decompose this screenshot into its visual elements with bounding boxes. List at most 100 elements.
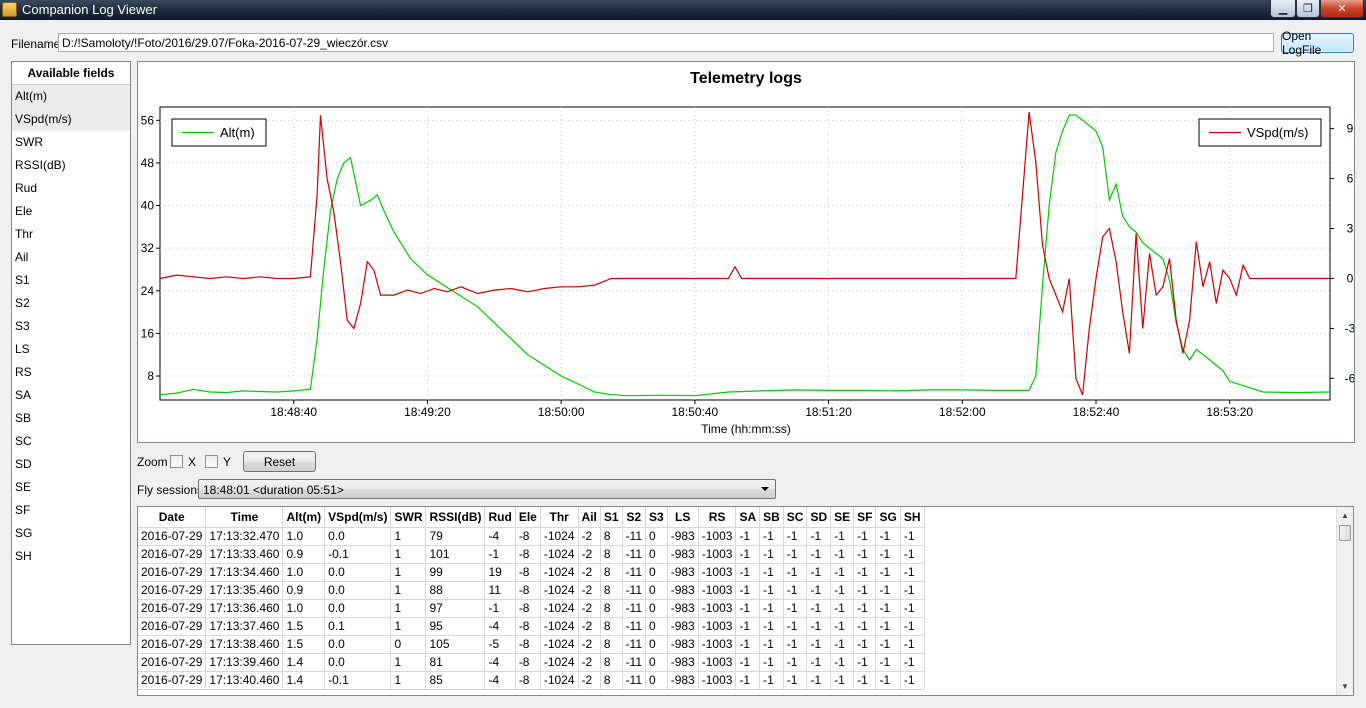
field-item[interactable]: S2 [15, 296, 30, 310]
table-cell: 1.4 [282, 671, 326, 690]
table-row[interactable]: 2016-07-29 17:13:38.460 1.5 0.0 0 105 -5 -8 -102… [138, 635, 925, 654]
scroll-up-icon[interactable]: ▲ [1341, 511, 1349, 520]
table-cell: -1024 [540, 545, 579, 564]
table-cell: -1003 [698, 671, 737, 690]
column-header[interactable]: Date [138, 507, 207, 528]
telemetry-chart[interactable]: Telemetry logs 18:48:40 18:49:20 18:50:00 18… [137, 61, 1355, 443]
maximize-button[interactable]: ❐ [1296, 0, 1320, 18]
scroll-thumb[interactable] [1339, 525, 1351, 541]
table-cell: 0.0 [324, 599, 392, 618]
table-cell: -1 [783, 653, 808, 672]
column-header[interactable]: SA [735, 507, 761, 528]
table-cell: 1.4 [282, 653, 326, 672]
field-item[interactable]: SG [15, 526, 33, 540]
field-item[interactable]: VSpd(m/s) [12, 108, 130, 131]
column-header[interactable]: RS [698, 507, 737, 528]
field-item[interactable]: SC [15, 434, 32, 448]
column-header[interactable]: Ele [515, 507, 541, 528]
table-row[interactable]: 2016-07-29 17:13:35.460 0.9 0.0 1 88 11 -8 -1024… [138, 581, 925, 600]
x-tick-label: 18:50:40 [671, 405, 718, 419]
field-item[interactable]: RSSI(dB) [15, 158, 66, 172]
table-cell: 0 [390, 635, 427, 654]
table-cell: -1003 [698, 635, 737, 654]
zoom-y-checkbox[interactable] [205, 455, 218, 468]
field-item[interactable]: RS [15, 365, 32, 379]
field-item[interactable]: SWR [15, 135, 43, 149]
filename-input[interactable] [58, 33, 1274, 52]
minimize-button[interactable]: ▁ [1270, 0, 1296, 18]
table-cell: -2 [578, 671, 601, 690]
field-item[interactable]: Alt(m) [12, 85, 130, 108]
plot-area [159, 106, 1331, 401]
table-cell: -11 [622, 599, 647, 618]
column-header[interactable]: SF [853, 507, 877, 528]
field-item[interactable]: S1 [15, 273, 30, 287]
table-row[interactable]: 2016-07-29 17:13:36.460 1.0 0.0 1 97 -1 -8 -1024… [138, 599, 925, 618]
column-header[interactable]: SD [806, 507, 832, 528]
table-cell: -1024 [540, 527, 579, 546]
log-table-panel[interactable]: Date Time Alt(m) VSpd(m/s) SWR RSSI(dB) Rud Ele… [137, 506, 1354, 696]
table-cell: -4 [484, 527, 516, 546]
column-header[interactable]: SG [875, 507, 901, 528]
column-header[interactable]: VSpd(m/s) [324, 507, 392, 528]
table-row[interactable]: 2016-07-29 17:13:37.460 1.5 0.1 1 95 -4 -8 -1024… [138, 617, 925, 636]
table-cell: -1 [759, 671, 784, 690]
column-header[interactable]: RSSI(dB) [425, 507, 486, 528]
field-item[interactable]: LS [15, 342, 30, 356]
close-button[interactable]: ✕ [1320, 0, 1364, 18]
field-item[interactable]: S3 [15, 319, 30, 333]
table-row[interactable]: 2016-07-29 17:13:40.460 1.4 -0.1 1 85 -4 -8 -102… [138, 671, 925, 690]
table-row[interactable]: 2016-07-29 17:13:33.460 0.9 -0.1 1 101 -1 -8 -10… [138, 545, 925, 564]
fly-sessions-select[interactable]: 18:48:01 <duration 05:51> [198, 479, 776, 499]
table-scrollbar[interactable]: ▲ ▼ [1336, 507, 1353, 695]
scroll-down-icon[interactable]: ▼ [1341, 682, 1349, 691]
available-fields-list[interactable]: Available fields Alt(m) VSpd(m/s) SWR RSSI(… [11, 61, 131, 645]
column-header[interactable]: S2 [622, 507, 647, 528]
table-cell: 0.0 [324, 581, 392, 600]
table-cell: -1 [875, 617, 901, 636]
field-item[interactable]: SF [15, 503, 31, 517]
column-header[interactable]: LS [667, 507, 699, 528]
open-logfile-button[interactable]: Open LogFile [1281, 29, 1354, 57]
column-header[interactable]: S1 [600, 507, 623, 528]
field-item[interactable]: SE [15, 480, 32, 494]
column-header[interactable]: SE [830, 507, 855, 528]
chart-title: Telemetry logs [690, 70, 802, 87]
field-item[interactable]: Ele [15, 204, 33, 218]
column-header[interactable]: Thr [540, 507, 579, 528]
table-cell: -11 [622, 653, 647, 672]
field-item[interactable]: SA [15, 388, 32, 402]
column-header[interactable]: SC [783, 507, 808, 528]
column-header[interactable]: SH [900, 507, 925, 528]
column-header[interactable]: S3 [645, 507, 668, 528]
reset-button[interactable]: Reset [243, 451, 316, 472]
column-header[interactable]: SB [759, 507, 784, 528]
column-header[interactable]: Ail [578, 507, 601, 528]
table-cell: -1003 [698, 527, 737, 546]
table-row[interactable]: 2016-07-29 17:13:39.460 1.4 0.0 1 81 -4 -8 -1024… [138, 653, 925, 672]
table-cell: -2 [578, 599, 601, 618]
table-cell: -4 [484, 617, 516, 636]
column-header[interactable]: Alt(m) [282, 507, 326, 528]
table-cell: 8 [600, 545, 623, 564]
field-item[interactable]: Thr [15, 227, 33, 241]
table-cell: 1 [390, 527, 427, 546]
table-row[interactable]: 2016-07-29 17:13:34.460 1.0 0.0 1 99 19 -8 -1024… [138, 563, 925, 582]
y-right-tick-label: 3 [1347, 222, 1354, 236]
table-cell: -1 [853, 653, 877, 672]
column-header[interactable]: Time [205, 507, 284, 528]
field-item[interactable]: Rud [15, 181, 38, 195]
zoom-x-label: X [188, 455, 197, 469]
field-item[interactable]: SD [15, 457, 32, 471]
column-header[interactable]: Rud [484, 507, 516, 528]
table-cell: -1 [853, 671, 877, 690]
field-item[interactable]: SB [15, 411, 32, 425]
table-row[interactable]: 2016-07-29 17:13:32.470 1.0 0.0 1 79 -4 -8 -1024… [138, 527, 925, 546]
table-cell: 8 [600, 671, 623, 690]
table-cell: -1 [830, 563, 855, 582]
column-header[interactable]: SWR [390, 507, 427, 528]
zoom-x-checkbox[interactable] [170, 455, 183, 468]
field-item[interactable]: Ail [15, 250, 29, 264]
table-cell: 2016-07-29 [138, 581, 207, 600]
field-item[interactable]: SH [15, 549, 32, 563]
